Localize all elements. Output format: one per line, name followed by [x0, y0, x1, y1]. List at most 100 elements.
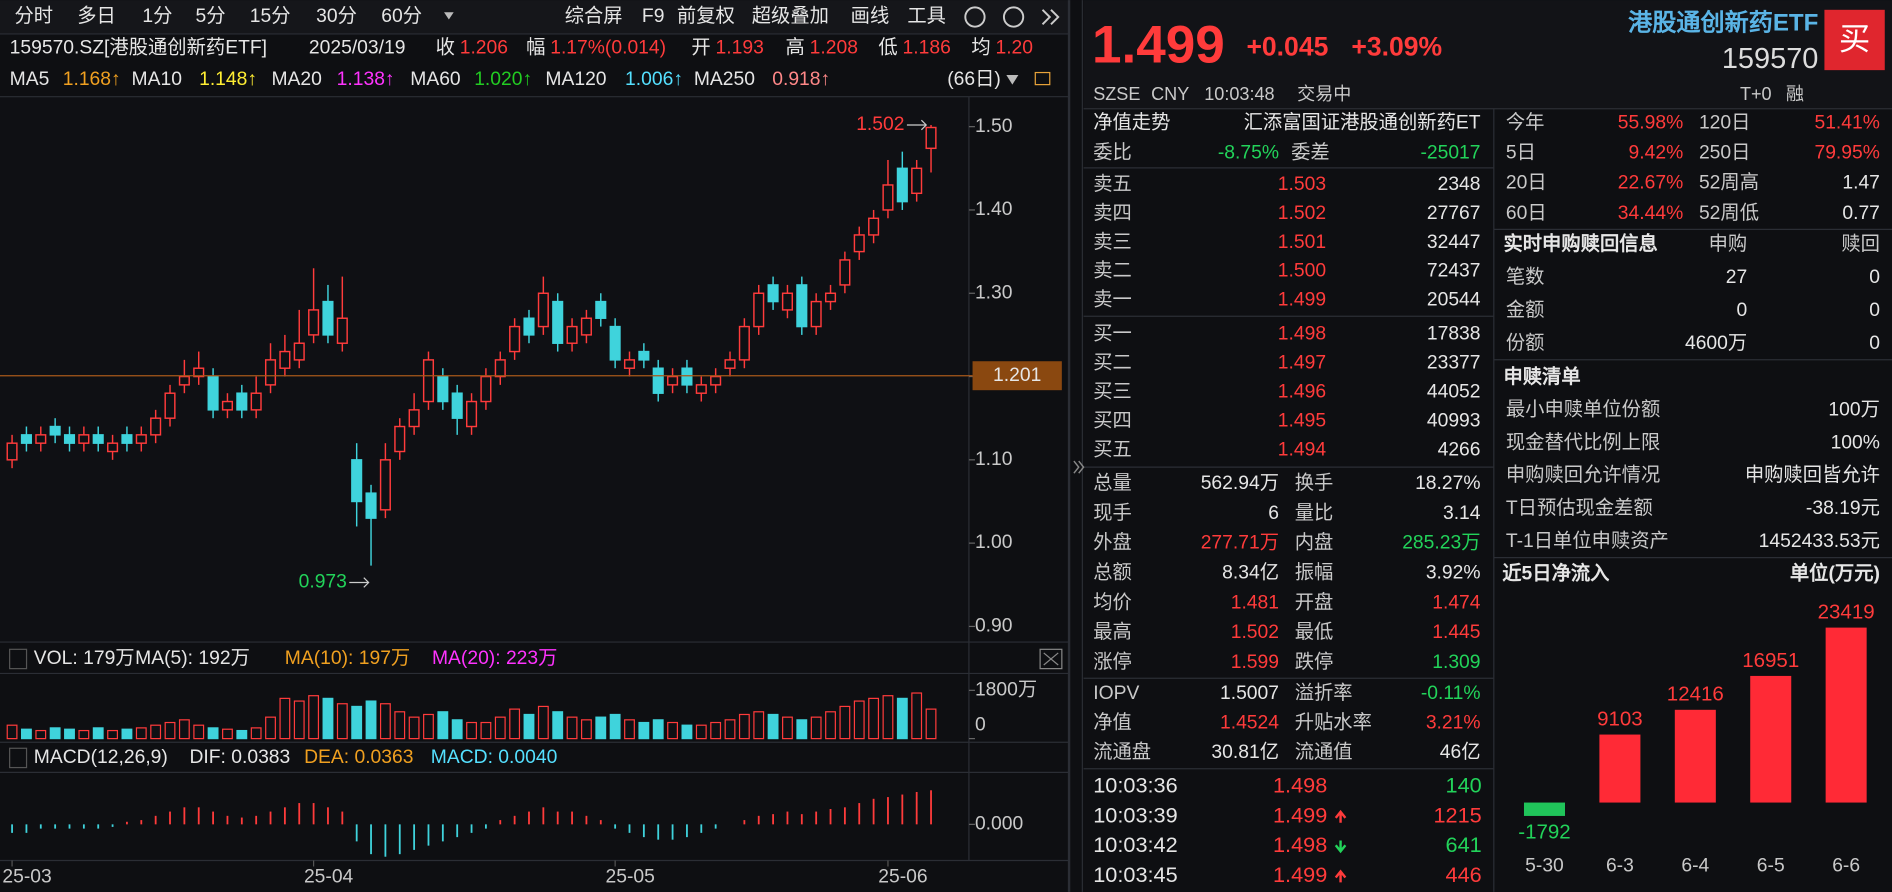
stat-label: 开盘	[1295, 591, 1334, 613]
ma-value: 1.006↑	[625, 69, 683, 90]
x-tick-label: 5-30	[1525, 856, 1564, 877]
help-box[interactable]	[9, 648, 28, 670]
dropdown-icon[interactable]	[1006, 74, 1019, 85]
perf-value: 51.41%	[1814, 112, 1879, 133]
period-tab[interactable]: 15分	[250, 5, 291, 27]
tool-button[interactable]: F9	[642, 6, 665, 27]
order-price: 1.497	[1278, 352, 1326, 373]
close-icon[interactable]	[1039, 648, 1063, 670]
volume-bar	[523, 713, 535, 740]
perf-label: 今年	[1506, 111, 1545, 133]
volume-bar	[64, 728, 75, 740]
stat-value: 3.92%	[1426, 563, 1481, 584]
help-icon[interactable]	[1002, 6, 1025, 28]
tool-button[interactable]: 工具	[907, 6, 946, 27]
volume-bar	[336, 703, 348, 740]
section-title: 实时申购赎回信息	[1503, 232, 1657, 255]
candle-body	[796, 284, 808, 328]
tick-price: 1.499	[1273, 802, 1327, 827]
stat-value: 8.34亿	[1222, 562, 1279, 584]
period-tab[interactable]: 60分	[381, 5, 422, 27]
volume-bar	[738, 713, 750, 740]
order-price: 1.503	[1278, 174, 1326, 195]
perf-label: 120日	[1699, 112, 1751, 133]
candle-body	[394, 425, 406, 453]
candle-body	[150, 417, 162, 436]
period-tab[interactable]: 5分	[195, 5, 225, 27]
volume-bar	[265, 716, 276, 740]
stat-label: 总量	[1093, 472, 1132, 494]
trade-status: 交易中	[1297, 84, 1351, 104]
y-tick-label: 1.00	[975, 532, 1013, 553]
candle-body	[178, 375, 190, 386]
stat-label: 净值	[1093, 712, 1132, 734]
candle-body	[422, 359, 435, 403]
row-value: 27	[1726, 267, 1747, 288]
down-arrow	[1334, 840, 1347, 854]
candle-body	[623, 359, 636, 369]
fund-name: 汇添富国证港股通创新药ET	[1244, 111, 1481, 133]
flow-bar	[1523, 802, 1566, 816]
order-volume: 20544	[1427, 290, 1481, 311]
row-value: 0	[1869, 300, 1880, 321]
volume-bar	[652, 719, 664, 740]
info-value: 1.20	[995, 38, 1033, 59]
expand-icon[interactable]	[1073, 460, 1085, 474]
collapse-icon[interactable]	[1041, 9, 1060, 25]
row-label: 委比	[1093, 141, 1132, 163]
candle-body	[308, 309, 320, 336]
volume-bar	[480, 721, 492, 740]
period-tab[interactable]: 1分	[142, 5, 172, 27]
volume-bar	[293, 700, 305, 740]
period-tab[interactable]: 多日	[77, 5, 116, 27]
tool-button[interactable]: 前复权	[677, 5, 735, 27]
period-label: (66日)	[947, 69, 1001, 90]
candle-body	[135, 434, 147, 444]
candle-body	[609, 325, 621, 361]
tick-time: 10:03:39	[1093, 802, 1177, 827]
price-change: +0.045	[1246, 31, 1328, 61]
info-value: 1.17%(0.014)	[550, 38, 666, 59]
lock-icon[interactable]	[1034, 71, 1051, 86]
x-tick-label: 25-03	[2, 866, 51, 887]
buy-button[interactable]	[1824, 9, 1885, 71]
order-level: 卖五	[1093, 173, 1132, 195]
volume-bar	[695, 724, 707, 740]
volume-bar	[552, 711, 564, 740]
perf-label: 5日	[1506, 142, 1536, 163]
dropdown-icon[interactable]	[444, 12, 454, 20]
ma-label: MA5	[10, 69, 50, 90]
volume-bar	[193, 724, 205, 740]
tool-button[interactable]: 画线	[851, 5, 890, 27]
marker-arrow	[906, 119, 928, 131]
stat-value: 1.5007	[1220, 683, 1279, 704]
toolbar-bg	[0, 0, 1070, 34]
margin-flag: 融	[1786, 84, 1804, 104]
x-tick-label: 6-5	[1757, 856, 1785, 877]
candle-body	[164, 392, 176, 419]
buy-label: 买	[1839, 21, 1870, 56]
close-icon[interactable]	[1043, 652, 1059, 666]
tool-button[interactable]: 综合屏	[565, 5, 623, 27]
tick-time: 10:03:42	[1093, 832, 1177, 857]
volume-bar	[566, 716, 578, 740]
perf-value: 55.98%	[1618, 112, 1683, 133]
flow-value: 23419	[1818, 601, 1875, 624]
candle-body	[595, 300, 607, 319]
flow-value: -1792	[1518, 820, 1570, 843]
flow-bar	[1750, 675, 1792, 803]
stat-value: 285.23万	[1402, 533, 1480, 554]
settings-icon[interactable]	[964, 6, 986, 28]
tool-button[interactable]: 超级叠加	[752, 5, 829, 27]
perf-label: 52周高	[1699, 172, 1759, 194]
y-tick-label: 1800万	[975, 679, 1037, 700]
period-tab[interactable]: 30分	[316, 5, 357, 27]
tick-time: 10:03:36	[1093, 773, 1177, 798]
row-value: -8.75%	[1218, 142, 1279, 163]
order-volume: 32447	[1427, 232, 1481, 253]
help-box[interactable]	[9, 747, 28, 769]
order-volume: 40993	[1427, 410, 1481, 431]
up-arrow	[1334, 809, 1347, 823]
period-tab[interactable]: 分时	[14, 5, 53, 27]
candle-body	[107, 442, 119, 453]
